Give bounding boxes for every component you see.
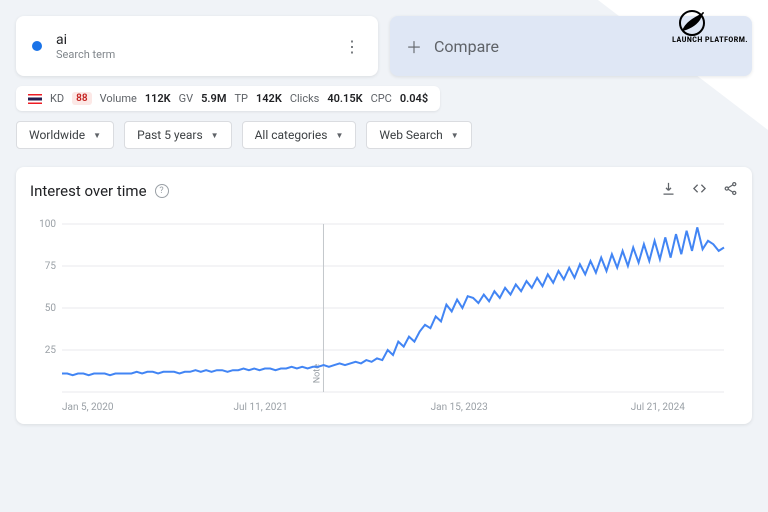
tp-label: TP <box>234 92 248 105</box>
svg-text:Jan 5, 2020: Jan 5, 2020 <box>62 402 114 413</box>
filter-timeframe[interactable]: Past 5 years ▼ <box>124 121 232 149</box>
search-term-text: ai <box>56 32 115 48</box>
chart-title: Interest over time <box>30 182 147 200</box>
brand-logo-text: LAUNCH PLATFORM. <box>672 36 748 44</box>
svg-text:25: 25 <box>45 345 57 356</box>
volume-value: 112K <box>145 92 171 105</box>
download-icon[interactable] <box>661 181 676 200</box>
volume-label: Volume <box>100 92 137 105</box>
tp-value: 142K <box>256 92 282 105</box>
filter-search-type-label: Web Search <box>379 128 442 142</box>
filter-search-type[interactable]: Web Search ▼ <box>366 121 471 149</box>
search-term-dot <box>32 41 42 51</box>
caret-down-icon: ▼ <box>451 131 459 140</box>
filter-region[interactable]: Worldwide ▼ <box>16 121 114 149</box>
embed-icon[interactable] <box>692 181 707 200</box>
filter-region-label: Worldwide <box>29 128 85 142</box>
gv-label: GV <box>179 92 194 105</box>
svg-text:75: 75 <box>45 261 57 272</box>
kd-label: KD <box>50 92 64 105</box>
interest-line-chart: 255075100NoteJan 5, 2020Jul 11, 2021Jan … <box>30 206 738 416</box>
filter-category-label: All categories <box>255 128 328 142</box>
kebab-menu-icon[interactable]: ⋮ <box>342 33 362 60</box>
caret-down-icon: ▼ <box>335 131 343 140</box>
kd-badge: 88 <box>72 92 91 105</box>
gv-value: 5.9M <box>201 92 226 105</box>
svg-text:100: 100 <box>39 219 56 230</box>
interest-chart-card: Interest over time ? 255075100NoteJan 5,… <box>16 167 752 424</box>
seo-metrics-pill: KD 88 Volume 112K GV 5.9M TP 142K Clicks… <box>16 86 440 111</box>
svg-text:Jul 11, 2021: Jul 11, 2021 <box>234 402 288 413</box>
plus-icon: ＋ <box>406 34 422 58</box>
flag-icon <box>28 94 42 104</box>
caret-down-icon: ▼ <box>93 131 101 140</box>
compare-label: Compare <box>434 37 499 56</box>
clicks-value: 40.15K <box>327 92 362 105</box>
search-term-subtitle: Search term <box>56 48 115 61</box>
filter-category[interactable]: All categories ▼ <box>242 121 357 149</box>
share-icon[interactable] <box>723 181 738 200</box>
search-term-card[interactable]: ai Search term ⋮ <box>16 16 378 76</box>
clicks-label: Clicks <box>290 92 320 105</box>
svg-text:Jan 15, 2023: Jan 15, 2023 <box>431 402 488 413</box>
cpc-label: CPC <box>371 92 392 105</box>
help-icon[interactable]: ? <box>155 184 169 198</box>
cpc-value: 0.04$ <box>400 92 428 105</box>
caret-down-icon: ▼ <box>211 131 219 140</box>
filter-timeframe-label: Past 5 years <box>137 128 203 142</box>
brand-logo: LAUNCH PLATFORM. <box>672 8 748 44</box>
svg-text:50: 50 <box>45 303 57 314</box>
svg-text:Jul 21, 2024: Jul 21, 2024 <box>631 402 685 413</box>
